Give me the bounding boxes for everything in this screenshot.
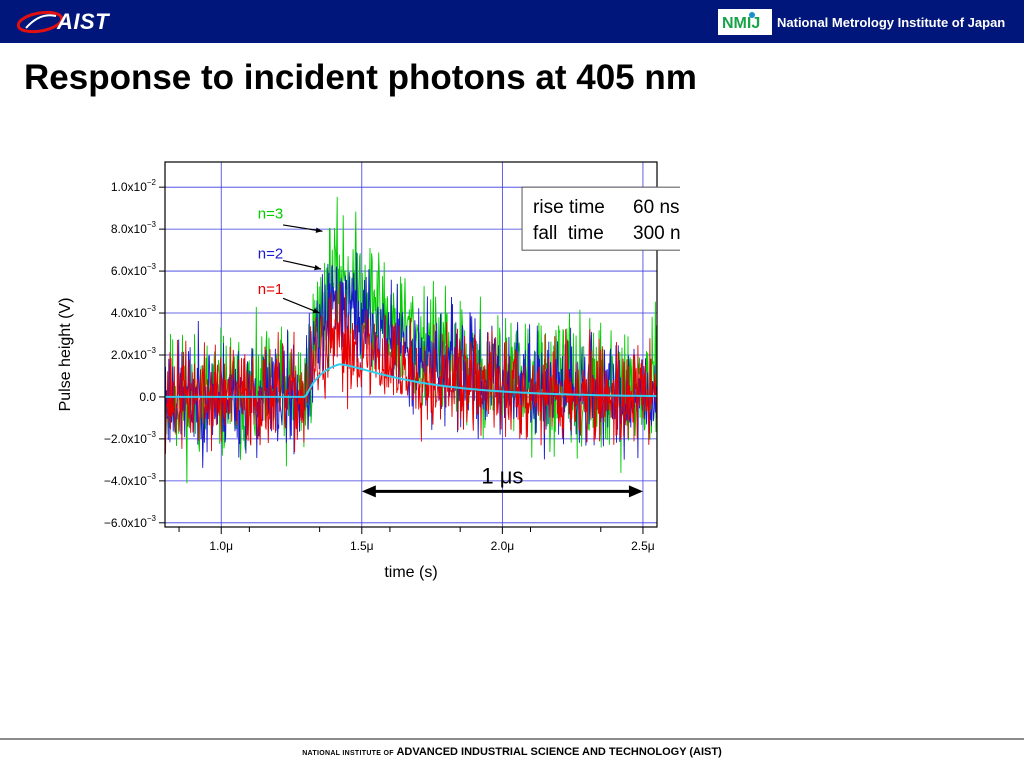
slide-title: Response to incident photons at 405 nm	[24, 58, 697, 97]
annotation-arrowhead	[314, 264, 322, 271]
footer-small-text: NATIONAL INSTITUTE OF	[302, 750, 394, 757]
y-tick-label: −6.0x10−3	[104, 514, 157, 530]
y-axis-label: Pulse height (V)	[57, 298, 74, 412]
scale-bar-arrow-left	[361, 485, 376, 498]
footer-main-text: ADVANCED INDUSTRIAL SCIENCE AND TECHNOLO…	[396, 746, 722, 758]
rise-time-label: rise time	[533, 197, 605, 218]
annotation-arrow	[282, 260, 322, 270]
annotation-arrow	[282, 297, 320, 314]
fall-time-label: fall time	[533, 223, 604, 244]
x-tick-label: 1.5μ	[350, 539, 374, 553]
org-name: National Metrology Institute of Japan	[777, 15, 1006, 30]
annotation-arrowhead	[312, 308, 320, 314]
info-box: rise time 60 ns fall time 300 ns	[521, 186, 680, 251]
info-box-frame	[521, 186, 680, 251]
ticks: 1.0x10−2 8.0x10−3 6.0x10−3 4.0x10−3 2.0x10−3…	[104, 178, 655, 553]
plot-frame	[164, 161, 658, 528]
nmij-logo-text: NMIJ	[722, 15, 760, 32]
y-tick-label: 8.0x10−3	[111, 220, 157, 236]
scale-bar-label: 1 μs	[481, 463, 523, 488]
y-tick-label: 2.0x10−3	[111, 346, 157, 362]
series-layer	[164, 196, 658, 484]
scale-bar-arrow-right	[628, 485, 643, 498]
y-tick-label: 6.0x10−3	[111, 262, 157, 278]
y-tick-label: −2.0x10−3	[104, 430, 157, 446]
x-tick-label: 2.0μ	[491, 539, 515, 553]
y-tick-label: −4.0x10−3	[104, 472, 157, 488]
x-tick-label: 1.0μ	[209, 539, 233, 553]
annotation-arrow	[282, 224, 323, 232]
x-axis-label: time (s)	[384, 564, 437, 581]
series-annotations: n=3 n=2 n=1	[258, 206, 323, 314]
nmij-logo-icon: NMIJ	[718, 9, 772, 35]
rise-time-value: 60 ns	[633, 197, 679, 218]
footer: NATIONAL INSTITUTE OF ADVANCED INDUSTRIA…	[0, 746, 1024, 758]
aist-logo-icon	[16, 10, 64, 34]
pulse-height-chart: 1.0x10−2 8.0x10−3 6.0x10−3 4.0x10−3 2.0x10−3…	[57, 161, 680, 581]
aist-logo-text: AIST	[57, 9, 110, 34]
y-tick-label: 4.0x10−3	[111, 304, 157, 320]
header-bar: AIST NMIJ National Metrology Institute o…	[0, 0, 1024, 43]
annotation-arrowhead	[315, 227, 323, 233]
series-line-average	[165, 363, 658, 398]
fall-time-value: 300 ns	[633, 223, 680, 244]
x-tick-label: 2.5μ	[631, 539, 655, 553]
annotation-label: n=3	[258, 206, 283, 223]
annotation-label: n=2	[258, 245, 283, 262]
footer-divider	[0, 738, 1024, 740]
y-tick-label: 0.0	[139, 390, 156, 404]
scale-bar: 1 μs	[361, 463, 643, 498]
y-tick-label: 1.0x10−2	[111, 178, 157, 194]
annotation-label: n=1	[258, 281, 283, 298]
